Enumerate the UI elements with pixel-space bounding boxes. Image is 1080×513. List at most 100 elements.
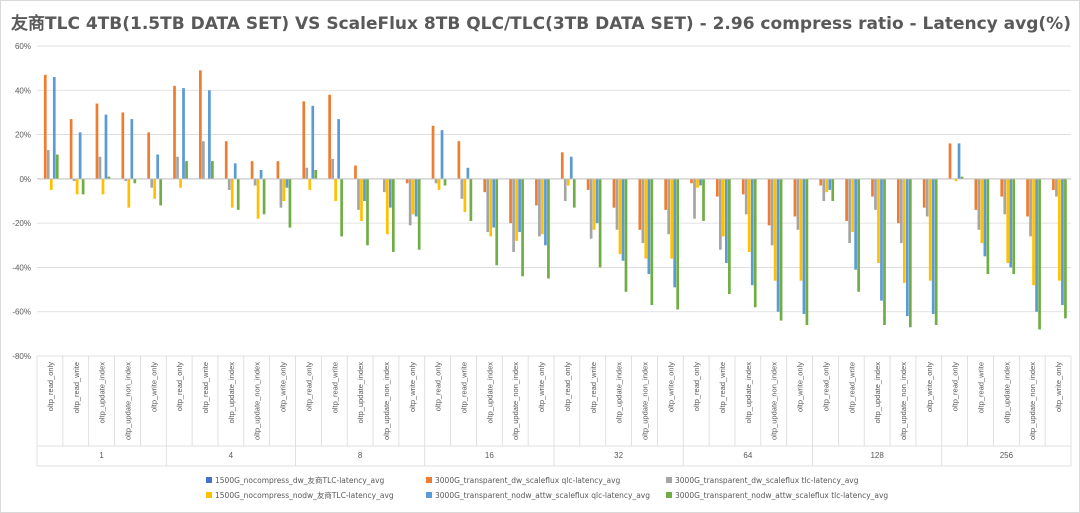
bar [670,178,674,259]
bar [673,178,677,288]
legend-swatch [426,477,432,483]
bar [1009,178,1013,268]
category-label: oltp_read_only [692,362,701,411]
bar [173,85,176,179]
bar [385,178,389,235]
bar [650,178,654,306]
bar [236,178,240,210]
bar [621,178,625,261]
bar [153,178,157,199]
bar [896,178,900,224]
bar [931,178,935,314]
gridlines [37,45,1071,357]
group-label: 16 [485,451,494,460]
category-label: oltp_read_only [46,362,55,411]
category-label: oltp_write_only [279,362,288,412]
bar [908,178,912,328]
category-label: oltp_write_only [408,362,417,412]
y-tick-label: 60% [15,42,31,51]
bar [676,178,680,310]
category-label: oltp_read_only [175,362,184,411]
bar [107,176,111,179]
bar [857,178,860,292]
bar [725,178,728,263]
bar [664,178,668,210]
category-label: oltp_update_non_index [123,362,132,440]
bar [434,178,438,184]
bar [98,156,102,179]
bar [902,178,906,283]
bar [360,178,363,221]
bar [644,178,648,259]
bar [46,150,50,179]
bar [331,158,334,179]
category-label: oltp_read_write [72,362,81,413]
bar [366,178,369,246]
bar [81,178,85,195]
bar [702,178,705,221]
bar [104,114,108,179]
category-label: oltp_update_index [1002,362,1011,424]
bar [340,178,343,237]
bar [78,132,82,179]
bar [250,161,254,179]
bar [486,178,490,232]
bar [285,178,289,188]
bar [851,178,854,232]
bar [592,178,596,230]
bar [796,178,800,230]
bar [72,178,76,182]
category-label: oltp_update_index [227,362,236,424]
bar [922,178,926,208]
bar [1003,178,1007,215]
category-label: oltp_read_only [434,362,443,411]
bar [563,178,567,201]
y-tick-label: 40% [15,86,31,95]
bar [928,178,932,281]
bar [509,178,512,224]
bar [512,178,515,252]
bar [43,74,47,179]
bar [624,178,628,292]
bar [986,178,990,275]
bar [69,119,73,179]
bar [256,178,260,219]
bar [776,178,780,312]
category-label: oltp_write_only [537,362,546,412]
y-tick-label: 20% [15,131,31,140]
bar [1055,178,1058,197]
legend-swatch [426,492,432,498]
legend-swatch [206,477,212,483]
bar [1064,178,1067,319]
bar [357,178,360,210]
bar [354,165,357,179]
bar [747,178,751,252]
bar [185,161,188,179]
bar [799,178,803,281]
legend-swatch [206,492,212,498]
category-label: oltp_update_index [615,362,624,424]
bar [176,156,179,179]
bar [1061,178,1064,306]
bar [489,178,493,237]
bar [1000,178,1004,197]
bar [311,105,315,179]
bar [877,178,880,263]
bar [854,178,857,270]
bar [328,94,331,179]
bar [960,176,964,179]
bar [253,178,257,186]
bar [560,152,564,179]
bar [566,178,570,186]
y-tick-label: 0% [19,175,31,184]
category-label: oltp_update_non_index [1028,362,1037,440]
bar [598,178,602,268]
bar [101,178,105,195]
legend-label: 3000G_transparent_dw_scaleflux qlc-laten… [435,476,621,485]
group-label: 1 [99,451,104,460]
bar [825,178,829,193]
category-label: oltp_write_only [666,362,675,412]
bar [722,178,725,237]
bar [977,178,981,230]
bar [463,178,467,213]
